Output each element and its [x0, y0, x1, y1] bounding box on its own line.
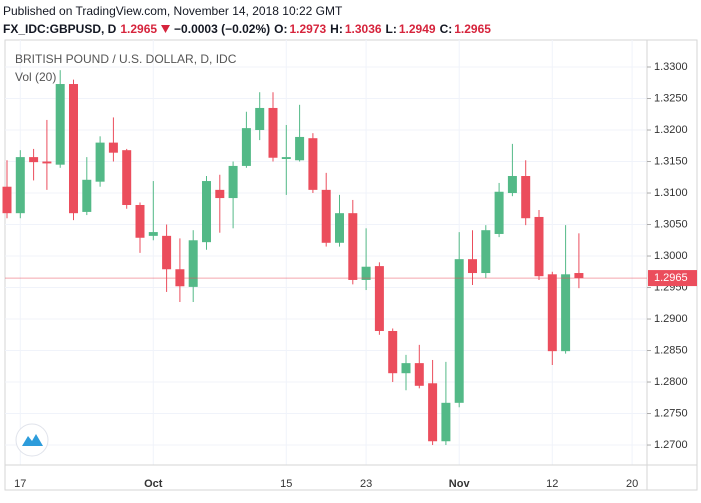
- x-tick-label: 20: [626, 478, 638, 490]
- last-price-box: [648, 270, 697, 287]
- y-tick-label: 1.3250: [654, 92, 688, 104]
- y-tick-label: 1.2700: [654, 439, 688, 451]
- ohlc-value: 1.2949: [398, 22, 436, 36]
- y-tick-label: 1.3300: [654, 61, 688, 73]
- change: −0.0003 (−0.02%): [174, 22, 271, 36]
- candle-body: [29, 157, 39, 163]
- ohlc-label: H:: [330, 22, 343, 36]
- candle-body: [507, 176, 517, 194]
- candle-body: [308, 138, 318, 190]
- frame: [4, 39, 698, 491]
- y-tick-label: 1.3050: [654, 218, 688, 230]
- candle-body: [361, 266, 371, 280]
- x-tick-label: 12: [546, 478, 558, 490]
- ohlc-value: 1.3036: [344, 22, 382, 36]
- symbol: FX_IDC:GBPUSD, D: [3, 22, 117, 36]
- candle-body: [321, 189, 331, 243]
- candle-body: [95, 142, 105, 182]
- candle-body: [561, 274, 571, 352]
- x-tick-label: 17: [14, 478, 26, 490]
- candle-body: [441, 402, 451, 442]
- logo: [15, 423, 49, 457]
- candle-body: [374, 266, 384, 331]
- candle-body: [388, 330, 398, 374]
- published: Published on TradingView.com, November 1…: [3, 4, 343, 18]
- symbol-row: FX_IDC:GBPUSD, D 1.2965 −0.0003 (−0.02%)…: [3, 20, 493, 38]
- candle-body: [428, 383, 438, 442]
- candle-body: [82, 179, 92, 212]
- candle-body: [122, 150, 132, 205]
- candle-body: [55, 84, 65, 165]
- y-tick-label: 1.2750: [654, 407, 688, 419]
- grid: [5, 40, 647, 465]
- candle-body: [241, 128, 251, 166]
- last-price-label: 1.2965: [654, 272, 688, 284]
- candle-body: [202, 181, 211, 243]
- header: Published on TradingView.com, November 1…: [3, 2, 493, 38]
- x-tick-label: Nov: [449, 478, 471, 490]
- candle-body: [148, 232, 158, 236]
- candle-body: [188, 240, 198, 287]
- x-tick-label: 23: [360, 478, 372, 490]
- y-tick-label: 1.3100: [654, 187, 688, 199]
- candle-body: [162, 235, 172, 270]
- candle-body: [135, 204, 145, 238]
- candle-body: [454, 259, 464, 403]
- y-tick-label: 1.3200: [654, 124, 688, 136]
- candle-body: [481, 230, 491, 274]
- candle-body: [215, 189, 225, 199]
- candle-body: [494, 191, 504, 234]
- last-price: 1.2965: [120, 22, 158, 36]
- candle-body: [574, 273, 584, 279]
- y-tick-label: 1.3000: [654, 250, 688, 262]
- candle-body: [335, 213, 344, 243]
- candle-body: [268, 107, 278, 158]
- candle-body: [401, 363, 411, 374]
- candle-body: [228, 165, 238, 199]
- chart-title: BRITISH POUND / U.S. DOLLAR, D, IDC: [15, 52, 237, 66]
- y-tick-label: 1.2850: [654, 344, 688, 356]
- candle-body: [255, 107, 265, 131]
- ohlc-label: C:: [439, 22, 453, 36]
- chart-subtitle: Vol (20): [15, 70, 56, 84]
- candle-body: [108, 142, 118, 153]
- candle-body: [295, 136, 305, 161]
- candle-body: [2, 186, 12, 214]
- candle-body: [281, 157, 291, 159]
- down-arrow: [161, 25, 171, 33]
- y-tick-label: 1.2800: [654, 376, 688, 388]
- candle-body: [468, 259, 477, 274]
- candle-body: [348, 213, 358, 280]
- candle-body: [414, 363, 424, 386]
- candle-body: [534, 216, 544, 277]
- y-tick-label: 1.3150: [654, 155, 688, 167]
- ohlc-label: L:: [385, 22, 397, 36]
- ohlc: O: 1.2973 H: 1.3036 L: 1.2949 C: 1.2965: [274, 20, 493, 38]
- y-tick-label: 1.2900: [654, 313, 688, 325]
- candle-body: [521, 176, 531, 219]
- ohlc-label: O:: [274, 22, 288, 36]
- x-tick-label: Oct: [144, 478, 163, 490]
- candle-body: [547, 274, 557, 352]
- ohlc-value: 1.2973: [289, 22, 327, 36]
- candle-body: [42, 161, 52, 164]
- candle-body: [15, 157, 25, 214]
- candle-body: [69, 84, 78, 214]
- ohlc-value: 1.2965: [454, 22, 491, 36]
- x-tick-label: 15: [280, 478, 292, 490]
